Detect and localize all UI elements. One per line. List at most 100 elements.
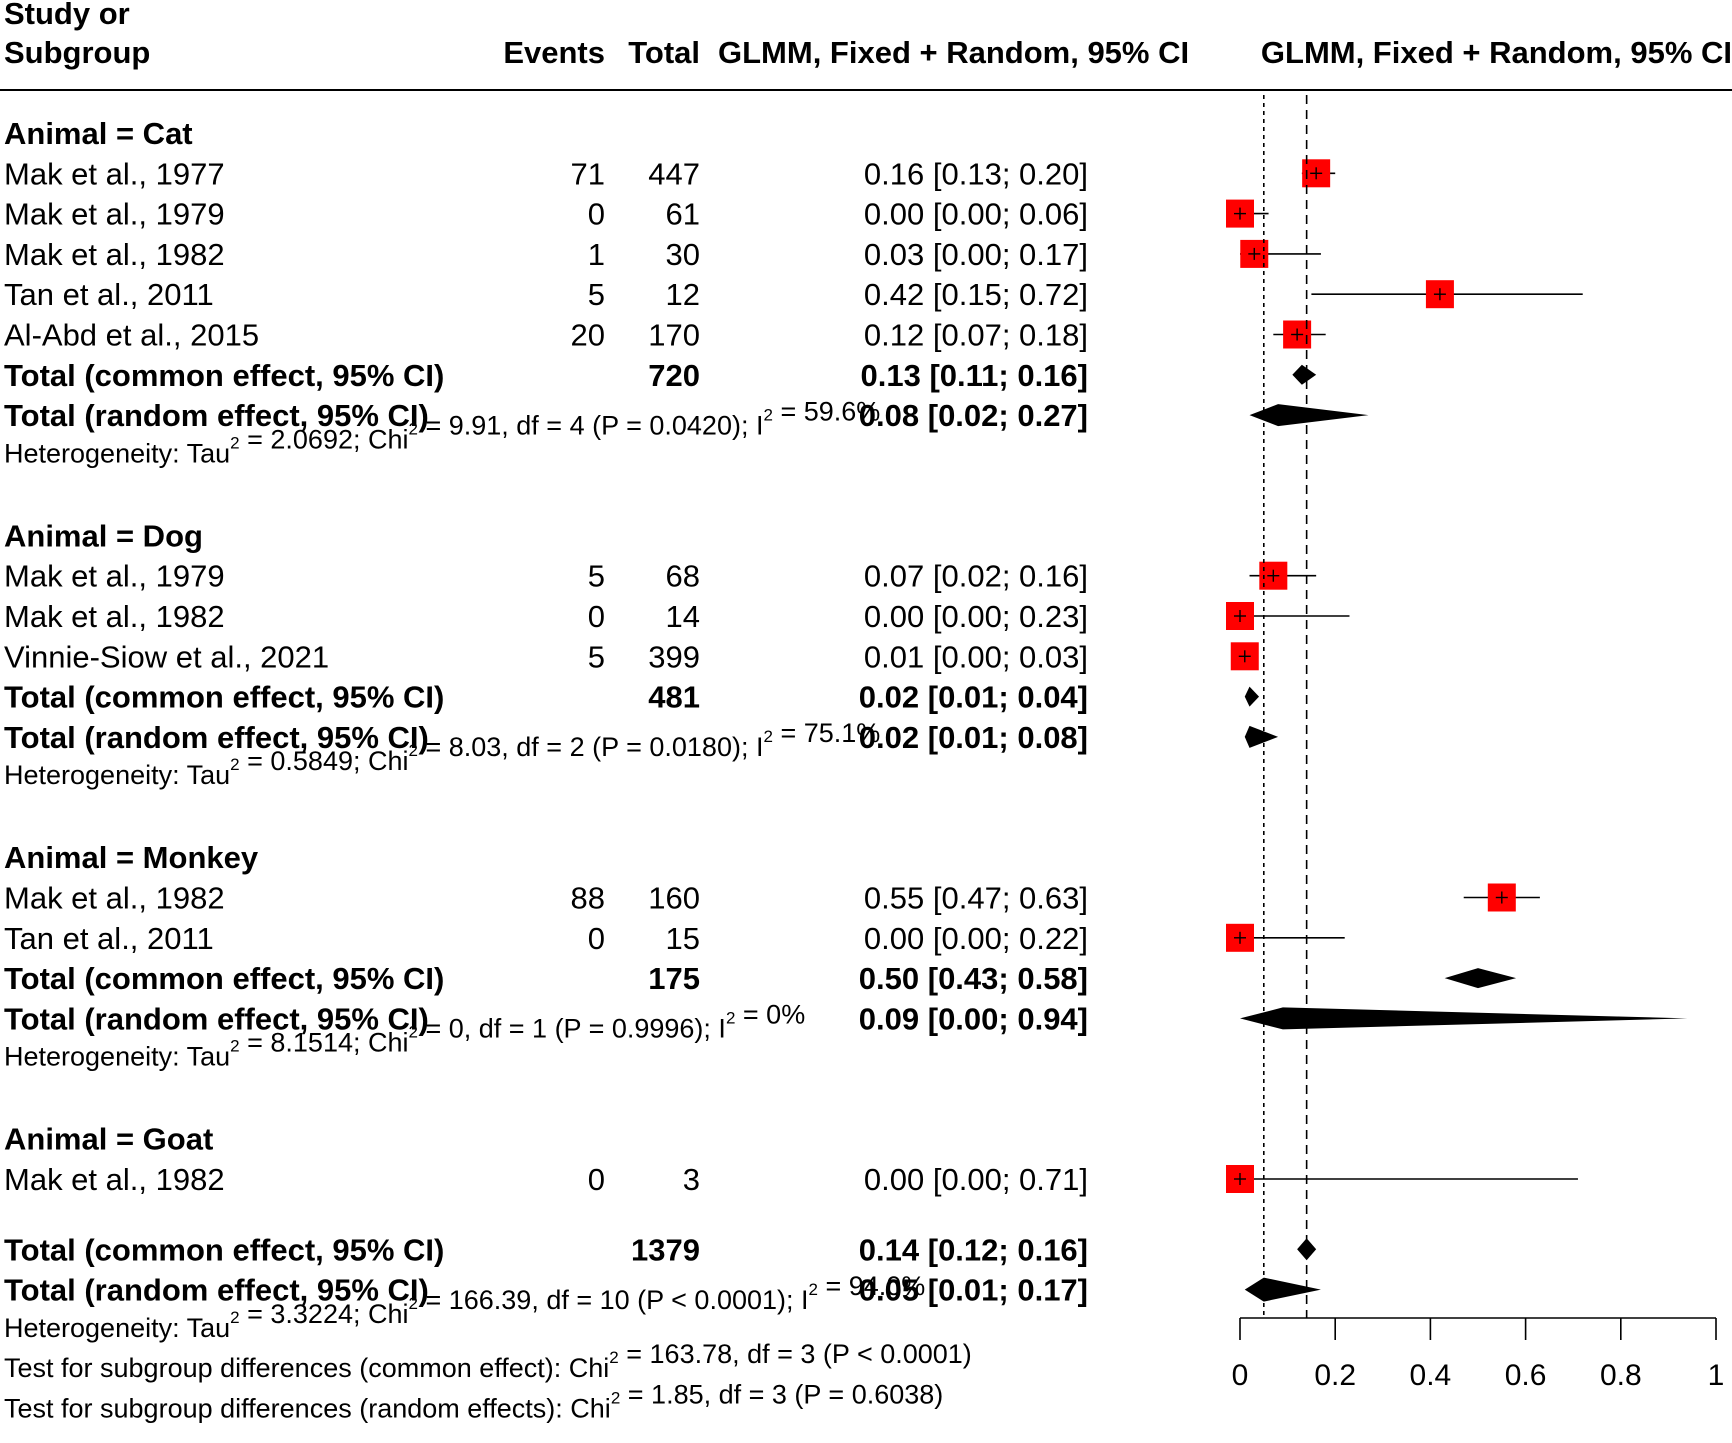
subgroup-test-common-sup: 2 [609, 1348, 618, 1367]
header-plot: GLMM, Fixed + Random, 95% CI [1261, 35, 1732, 70]
study-total: 3 [683, 1162, 700, 1197]
study-name: Tan et al., 2011 [4, 277, 214, 312]
heterogeneity-text-chi2: = 8.03, df = 2 (P = 0.0180); I [418, 732, 764, 762]
overall-heterogeneity: Heterogeneity: Tau2 = 3.3224; Chi2 = 166… [4, 1271, 925, 1343]
common-label: Total (common effect, 95% CI) [4, 358, 444, 393]
heterogeneity-text-sup: 2 [409, 419, 418, 438]
study-events: 0 [588, 599, 605, 634]
subgroup-label: Animal = Dog [4, 518, 203, 553]
study-events: 5 [588, 559, 605, 594]
study-name: Tan et al., 2011 [4, 921, 214, 956]
x-tick-label: 1 [1708, 1359, 1725, 1392]
overall-heterogeneity-i2: = 94.0% [818, 1271, 925, 1301]
subgroup-test-random-sup: 2 [611, 1389, 620, 1408]
heterogeneity-text-i2: = 0% [735, 1000, 805, 1030]
overall-heterogeneity-chi2: = 166.39, df = 10 (P < 0.0001); I [418, 1285, 809, 1315]
study-estimate: 0.00 [0.00; 0.06] [864, 197, 1088, 232]
subgroup-label: Animal = Monkey [4, 840, 259, 875]
overall-heterogeneity-sup: 2 [230, 1308, 239, 1327]
study-name: Mak et al., 1977 [4, 156, 225, 191]
overall-heterogeneity-tau2: = 3.3224; Chi [240, 1299, 409, 1329]
study-estimate: 0.12 [0.07; 0.18] [864, 318, 1088, 353]
random-label: Total (random effect, 95% CI) [4, 398, 429, 433]
x-tick-label: 0.8 [1600, 1359, 1642, 1392]
study-estimate: 0.03 [0.00; 0.17] [864, 237, 1088, 272]
study-estimate: 0.55 [0.47; 0.63] [864, 881, 1088, 916]
study-events: 0 [588, 197, 605, 232]
subgroup-test-common-chi2: = 163.78, df = 3 (P < 0.0001) [619, 1339, 972, 1369]
x-tick-label: 0.2 [1314, 1359, 1356, 1392]
pooled-diamond [1244, 725, 1279, 748]
common-total: 720 [648, 358, 700, 393]
overall-heterogeneity-prefix: Heterogeneity: Tau [4, 1313, 230, 1343]
header-estimate: GLMM, Fixed + Random, 95% CI [718, 35, 1189, 70]
common-total: 481 [648, 680, 700, 715]
heterogeneity-text-tau2: = 0.5849; Chi [240, 746, 409, 776]
study-total: 160 [648, 881, 700, 916]
study-estimate: 0.42 [0.15; 0.72] [864, 277, 1088, 312]
heterogeneity-text-sup: 2 [409, 1023, 418, 1042]
heterogeneity-text-sup: 2 [763, 405, 772, 424]
heterogeneity-text-sup: 2 [763, 727, 772, 746]
study-events: 71 [571, 156, 605, 191]
random-estimate: 0.02 [0.01; 0.08] [859, 720, 1088, 755]
study-total: 30 [666, 237, 700, 272]
heterogeneity-text-prefix: Heterogeneity: Tau [4, 438, 230, 468]
study-events: 0 [588, 1162, 605, 1197]
heterogeneity-text-sup: 2 [726, 1009, 735, 1028]
study-name: Mak et al., 1979 [4, 197, 225, 232]
heterogeneity-text-sup: 2 [230, 1037, 239, 1056]
heterogeneity-text-chi2: = 9.91, df = 4 (P = 0.0420); I [418, 410, 764, 440]
common-total: 175 [648, 961, 700, 996]
header-events: Events [503, 35, 605, 70]
overall-common-label: Total (common effect, 95% CI) [4, 1232, 444, 1267]
header-study-line1: Study or [4, 0, 130, 31]
heterogeneity-text-tau2: = 2.0692; Chi [240, 424, 409, 454]
x-tick-label: 0.4 [1410, 1359, 1452, 1392]
subgroup-label: Animal = Cat [4, 116, 193, 151]
study-total: 61 [666, 197, 700, 232]
heterogeneity-text: Heterogeneity: Tau2 = 0.5849; Chi2 = 8.0… [4, 718, 880, 790]
heterogeneity-text-sup: 2 [230, 433, 239, 452]
study-name: Mak et al., 1982 [4, 881, 225, 916]
study-name: Vinnie-Siow et al., 2021 [4, 639, 329, 674]
study-estimate: 0.00 [0.00; 0.23] [864, 599, 1088, 634]
heterogeneity-text: Heterogeneity: Tau2 = 2.0692; Chi2 = 9.9… [4, 396, 880, 468]
pooled-diamond [1444, 968, 1517, 989]
study-name: Mak et al., 1979 [4, 559, 225, 594]
plot-area: 0 0.2 0.4 0.6 0.8 1 [1226, 95, 1724, 1392]
subgroup-test-common: Test for subgroup differences (common ef… [4, 1339, 972, 1383]
study-name: Mak et al., 1982 [4, 599, 225, 634]
study-estimate: 0.00 [0.00; 0.71] [864, 1162, 1088, 1197]
study-total: 15 [666, 921, 700, 956]
subgroup-test-random-prefix: Test for subgroup differences (random ef… [4, 1394, 611, 1424]
heterogeneity-text-sup: 2 [230, 755, 239, 774]
pooled-diamond [1249, 404, 1369, 427]
study-events: 5 [588, 277, 605, 312]
pooled-diamond [1244, 686, 1260, 707]
heterogeneity-text-tau2: = 8.1514; Chi [240, 1028, 409, 1058]
study-name: Al-Abd et al., 2015 [4, 318, 259, 353]
common-label: Total (common effect, 95% CI) [4, 680, 444, 715]
study-total: 170 [648, 318, 700, 353]
x-tick-label: 0.6 [1505, 1359, 1547, 1392]
study-total: 399 [648, 639, 700, 674]
overall-common-estimate: 0.14 [0.12; 0.16] [859, 1232, 1088, 1267]
study-events: 20 [571, 318, 605, 353]
overall-heterogeneity-sup: 2 [409, 1294, 418, 1313]
pooled-diamond [1297, 1238, 1317, 1261]
heterogeneity-text: Heterogeneity: Tau2 = 8.1514; Chi2 = 0, … [4, 1000, 805, 1072]
subgroup-test-common-prefix: Test for subgroup differences (common ef… [4, 1353, 609, 1383]
common-estimate: 0.02 [0.01; 0.04] [859, 680, 1088, 715]
overall-common-total: 1379 [631, 1232, 700, 1267]
heterogeneity-text-prefix: Heterogeneity: Tau [4, 760, 230, 790]
study-events: 0 [588, 921, 605, 956]
random-estimate: 0.09 [0.00; 0.94] [859, 1001, 1088, 1036]
header-total: Total [628, 35, 700, 70]
pooled-diamond [1240, 1007, 1688, 1030]
x-tick-label: 0 [1232, 1359, 1249, 1392]
pooled-diamond [1292, 364, 1317, 385]
study-name: Mak et al., 1982 [4, 1162, 225, 1197]
heterogeneity-text-chi2: = 0, df = 1 (P = 0.9996); I [418, 1014, 726, 1044]
